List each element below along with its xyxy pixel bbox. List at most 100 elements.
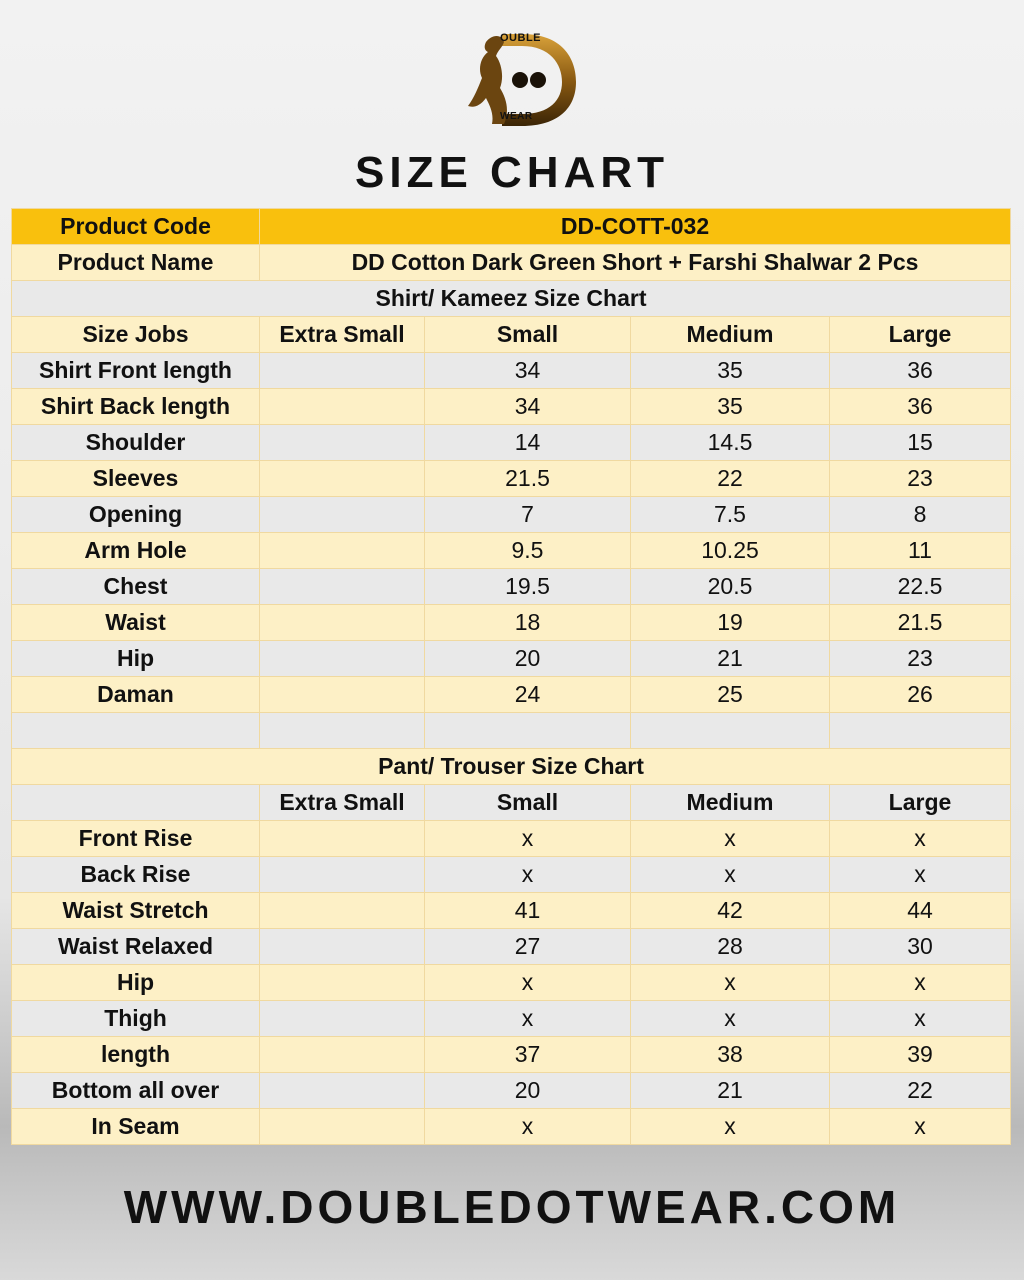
shirt-size-value: 23 bbox=[829, 460, 1011, 497]
product-name-value: DD Cotton Dark Green Short + Farshi Shal… bbox=[259, 244, 1011, 281]
shirt-header-cell: Extra Small bbox=[259, 316, 425, 353]
shirt-header-row: Size Jobs Extra Small Small Medium Large bbox=[11, 316, 1011, 353]
spacer-cell bbox=[424, 712, 631, 749]
shirt-size-value bbox=[259, 352, 425, 389]
shirt-size-value: 18 bbox=[424, 604, 631, 641]
shirt-measure-label: Shirt Back length bbox=[11, 388, 260, 425]
shirt-size-value bbox=[259, 604, 425, 641]
pant-size-value: x bbox=[829, 964, 1011, 1001]
pant-size-value: x bbox=[829, 1000, 1011, 1037]
shirt-table-row: Opening 7 7.5 8 bbox=[11, 496, 1011, 533]
pant-size-value: 37 bbox=[424, 1036, 631, 1073]
shirt-size-value: 7.5 bbox=[630, 496, 830, 533]
pant-section-title-row: Pant/ Trouser Size Chart bbox=[11, 748, 1011, 785]
pant-table-row: In Seam x x x bbox=[11, 1108, 1011, 1145]
logo-text-top: OUBLE bbox=[500, 32, 541, 44]
pant-size-value: x bbox=[630, 856, 830, 893]
pant-size-value: 44 bbox=[829, 892, 1011, 929]
shirt-size-value: 11 bbox=[829, 532, 1011, 569]
website-url: WWW.DOUBLEDOTWEAR.COM bbox=[123, 1181, 901, 1233]
shirt-size-value bbox=[259, 460, 425, 497]
shirt-table-row: Daman 24 25 26 bbox=[11, 676, 1011, 713]
shirt-size-value: 19 bbox=[630, 604, 830, 641]
pant-size-value: x bbox=[630, 1108, 830, 1145]
spacer-row bbox=[11, 712, 1011, 749]
pant-size-value: x bbox=[424, 1108, 631, 1145]
shirt-section-title: Shirt/ Kameez Size Chart bbox=[11, 280, 1011, 317]
pant-size-value bbox=[259, 892, 425, 929]
product-code-row: Product Code DD-COTT-032 bbox=[11, 208, 1011, 245]
shirt-section-title-row: Shirt/ Kameez Size Chart bbox=[11, 280, 1011, 317]
shirt-size-value: 20 bbox=[424, 640, 631, 677]
shirt-measure-label: Chest bbox=[11, 568, 260, 605]
shirt-size-value bbox=[259, 496, 425, 533]
shirt-size-value: 34 bbox=[424, 388, 631, 425]
shirt-size-value bbox=[259, 424, 425, 461]
pant-size-value bbox=[259, 820, 425, 857]
spacer-cell bbox=[829, 712, 1011, 749]
pant-size-value bbox=[259, 1072, 425, 1109]
pant-size-value bbox=[259, 1000, 425, 1037]
product-code-value: DD-COTT-032 bbox=[259, 208, 1011, 245]
brand-logo: OUBLE WEAR bbox=[462, 28, 580, 132]
pant-size-value: 39 bbox=[829, 1036, 1011, 1073]
shirt-size-value: 21.5 bbox=[829, 604, 1011, 641]
page-title: SIZE CHART bbox=[355, 148, 669, 197]
pant-table-row: Hip x x x bbox=[11, 964, 1011, 1001]
shirt-table-row: Shirt Front length 34 35 36 bbox=[11, 352, 1011, 389]
shirt-size-value: 22 bbox=[630, 460, 830, 497]
shirt-size-value bbox=[259, 640, 425, 677]
pant-size-value: x bbox=[424, 856, 631, 893]
pant-table-row: Thigh x x x bbox=[11, 1000, 1011, 1037]
shirt-size-value: 36 bbox=[829, 352, 1011, 389]
pant-size-value: x bbox=[424, 964, 631, 1001]
pant-header-cell: Extra Small bbox=[259, 784, 425, 821]
pant-measure-label: Back Rise bbox=[11, 856, 260, 893]
shirt-size-value bbox=[259, 568, 425, 605]
logo-mark bbox=[468, 34, 576, 126]
pant-table-row: Bottom all over 20 21 22 bbox=[11, 1072, 1011, 1109]
pant-size-value: x bbox=[630, 964, 830, 1001]
shirt-size-value: 21.5 bbox=[424, 460, 631, 497]
pant-size-value: 21 bbox=[630, 1072, 830, 1109]
shirt-size-value: 23 bbox=[829, 640, 1011, 677]
pant-size-value: x bbox=[829, 1108, 1011, 1145]
pant-size-value: x bbox=[424, 820, 631, 857]
product-name-row: Product Name DD Cotton Dark Green Short … bbox=[11, 244, 1011, 281]
pant-size-value bbox=[259, 964, 425, 1001]
pant-size-value: 41 bbox=[424, 892, 631, 929]
pant-size-value: x bbox=[630, 1000, 830, 1037]
pant-size-value: 20 bbox=[424, 1072, 631, 1109]
shirt-size-value: 24 bbox=[424, 676, 631, 713]
shirt-size-value: 14.5 bbox=[630, 424, 830, 461]
shirt-size-value: 19.5 bbox=[424, 568, 631, 605]
shirt-table-row: Chest 19.5 20.5 22.5 bbox=[11, 568, 1011, 605]
spacer-cell bbox=[11, 712, 260, 749]
shirt-size-value bbox=[259, 532, 425, 569]
shirt-size-value: 20.5 bbox=[630, 568, 830, 605]
shirt-measure-label: Waist bbox=[11, 604, 260, 641]
shirt-size-value: 9.5 bbox=[424, 532, 631, 569]
shirt-size-value: 36 bbox=[829, 388, 1011, 425]
pant-table-row: Front Rise x x x bbox=[11, 820, 1011, 857]
shirt-header-cell: Large bbox=[829, 316, 1011, 353]
shirt-size-value: 22.5 bbox=[829, 568, 1011, 605]
spacer-cell bbox=[259, 712, 425, 749]
shirt-size-value: 21 bbox=[630, 640, 830, 677]
shirt-size-value: 26 bbox=[829, 676, 1011, 713]
pant-size-value bbox=[259, 1108, 425, 1145]
shirt-header-cell: Size Jobs bbox=[11, 316, 260, 353]
shirt-table-row: Hip 20 21 23 bbox=[11, 640, 1011, 677]
shirt-size-value: 10.25 bbox=[630, 532, 830, 569]
shirt-size-value bbox=[259, 676, 425, 713]
shirt-measure-label: Opening bbox=[11, 496, 260, 533]
pant-measure-label: length bbox=[11, 1036, 260, 1073]
pant-size-value: x bbox=[829, 820, 1011, 857]
shirt-measure-label: Arm Hole bbox=[11, 532, 260, 569]
product-code-label: Product Code bbox=[11, 208, 260, 245]
shirt-size-value: 14 bbox=[424, 424, 631, 461]
spacer-cell bbox=[630, 712, 830, 749]
pant-size-value: 38 bbox=[630, 1036, 830, 1073]
product-name-label: Product Name bbox=[11, 244, 260, 281]
shirt-size-value: 7 bbox=[424, 496, 631, 533]
